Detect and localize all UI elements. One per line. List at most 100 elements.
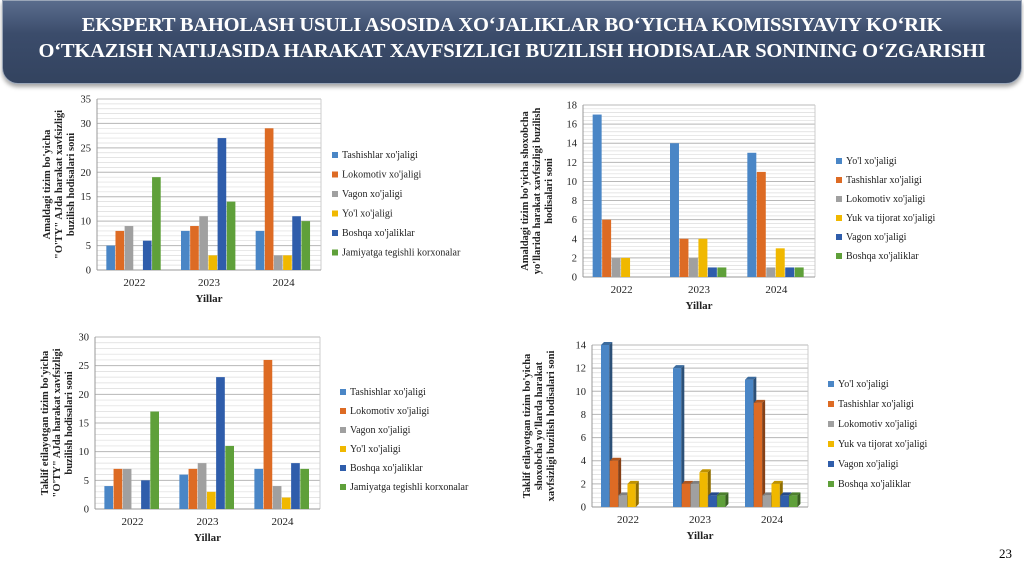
bar <box>142 240 152 270</box>
legend-swatch <box>836 234 842 240</box>
bar <box>681 483 691 507</box>
chart-2: 0 2 4 6 8 10 12 14 16 18 2022 2023 2024 Yillar Amaldag… <box>520 101 936 313</box>
legend-swatch <box>332 191 338 197</box>
bar-top <box>717 492 729 496</box>
x-tick-label: 2022 <box>611 284 633 296</box>
y-axis-title-line: Taklif etilayotgan tizim bo'yicha <box>522 353 533 498</box>
y-tick-label: 35 <box>81 95 92 106</box>
bar <box>673 368 682 507</box>
legend-label: Boshqa xo'jaliklar <box>342 228 415 239</box>
y-axis-title-line: hodisalari soni <box>544 158 555 224</box>
x-tick-label: 2023 <box>198 277 221 289</box>
legend-label: Tashishlar xo'jaligi <box>846 175 922 186</box>
x-tick-label: 2023 <box>689 514 712 526</box>
bar-top <box>780 492 792 496</box>
bar <box>609 460 619 507</box>
bar <box>679 238 689 277</box>
bar <box>670 143 679 277</box>
legend-label: Vagon xo'jaligi <box>342 189 403 200</box>
bar <box>179 474 189 509</box>
legend-label: Vagon xo'jaligi <box>838 459 899 470</box>
legend-label: Yuk va tijorat xo'jaligi <box>846 213 936 224</box>
bar-top <box>699 469 711 473</box>
legend-label: Tashishlar xo'jaligi <box>838 399 914 410</box>
bar-top <box>789 492 801 496</box>
bar <box>717 495 726 507</box>
legend-swatch <box>332 210 338 217</box>
y-tick-label: 15 <box>81 192 92 203</box>
bar <box>762 495 771 507</box>
y-tick-label: 12 <box>567 158 578 169</box>
bar <box>698 238 708 277</box>
bar-side <box>797 492 801 507</box>
legend-swatch <box>836 158 842 164</box>
y-axis-title-line: Taklif etilayotgan tizim bo'yicha <box>40 350 51 495</box>
bar-top <box>609 457 622 461</box>
y-tick-label: 20 <box>81 168 92 179</box>
bar <box>150 411 159 509</box>
bar <box>753 402 763 507</box>
legend-label: Boshqa xo'jaliklar <box>846 251 919 262</box>
bar-top <box>745 376 757 380</box>
legend-label: Yo'l xo'jaligi <box>342 209 393 220</box>
bar <box>281 497 291 509</box>
legend-label: Jamiyatga tegishli korxonalar <box>342 248 461 259</box>
y-tick-label: 16 <box>567 120 578 131</box>
bar <box>273 255 283 270</box>
legend-label: Lokomotiv xo'jaligi <box>350 406 430 417</box>
bar <box>291 463 300 509</box>
legend-swatch <box>836 215 842 221</box>
y-tick-label: 5 <box>84 476 89 487</box>
legend-swatch <box>836 177 842 183</box>
legend-swatch <box>332 230 338 236</box>
bar <box>780 495 789 507</box>
bar-side <box>725 492 729 507</box>
x-tick-label: 2024 <box>765 284 788 296</box>
bar-top <box>708 492 720 496</box>
y-tick-label: 10 <box>576 387 587 398</box>
legend-label: Boshqa xo'jaliklar <box>350 463 423 474</box>
bar <box>113 468 123 509</box>
title-banner <box>2 0 1022 84</box>
bar <box>766 267 776 277</box>
bar <box>717 267 727 277</box>
bar <box>301 221 311 270</box>
bar-side <box>635 480 639 507</box>
y-tick-label: 5 <box>86 241 91 252</box>
bar <box>122 468 132 509</box>
y-tick-label: 30 <box>81 119 92 130</box>
legend-swatch <box>340 389 346 395</box>
bar <box>208 255 218 270</box>
legend-label: Yo'l xo'jaligi <box>846 156 897 167</box>
bar <box>621 257 631 277</box>
y-tick-label: 6 <box>572 215 577 226</box>
bar <box>152 177 161 270</box>
bar-top <box>627 480 639 484</box>
y-tick-label: 2 <box>581 479 586 490</box>
y-tick-label: 6 <box>581 433 586 444</box>
bar <box>771 483 780 507</box>
bar <box>601 345 610 507</box>
y-axis-title-line: buzilish hodisalari soni <box>66 133 77 236</box>
x-axis-title: Yillar <box>194 532 221 544</box>
y-tick-label: 12 <box>576 364 587 375</box>
bar <box>199 216 208 270</box>
slide-title: EKSPERT BAHOLASH USULI ASOSIDA XO‘JALIKL… <box>0 12 1024 64</box>
legend-swatch <box>828 381 834 387</box>
bar <box>206 491 216 509</box>
bar <box>789 495 798 507</box>
y-tick-label: 10 <box>81 217 92 228</box>
bar-top <box>762 492 774 496</box>
legend-swatch <box>828 401 834 407</box>
legend-swatch <box>340 408 346 414</box>
legend-label: Yo'l xo'jaligi <box>350 444 401 455</box>
y-axis-title-line: Amaldagi tizim bo'yicha shoxobcha <box>520 110 531 270</box>
bar <box>627 483 636 507</box>
legend-swatch <box>836 196 842 202</box>
y-tick-label: 14 <box>576 341 587 352</box>
bar <box>141 480 150 509</box>
bar <box>690 483 699 507</box>
bar-side <box>681 365 685 507</box>
y-tick-label: 4 <box>581 456 587 467</box>
legend-swatch <box>828 481 834 487</box>
